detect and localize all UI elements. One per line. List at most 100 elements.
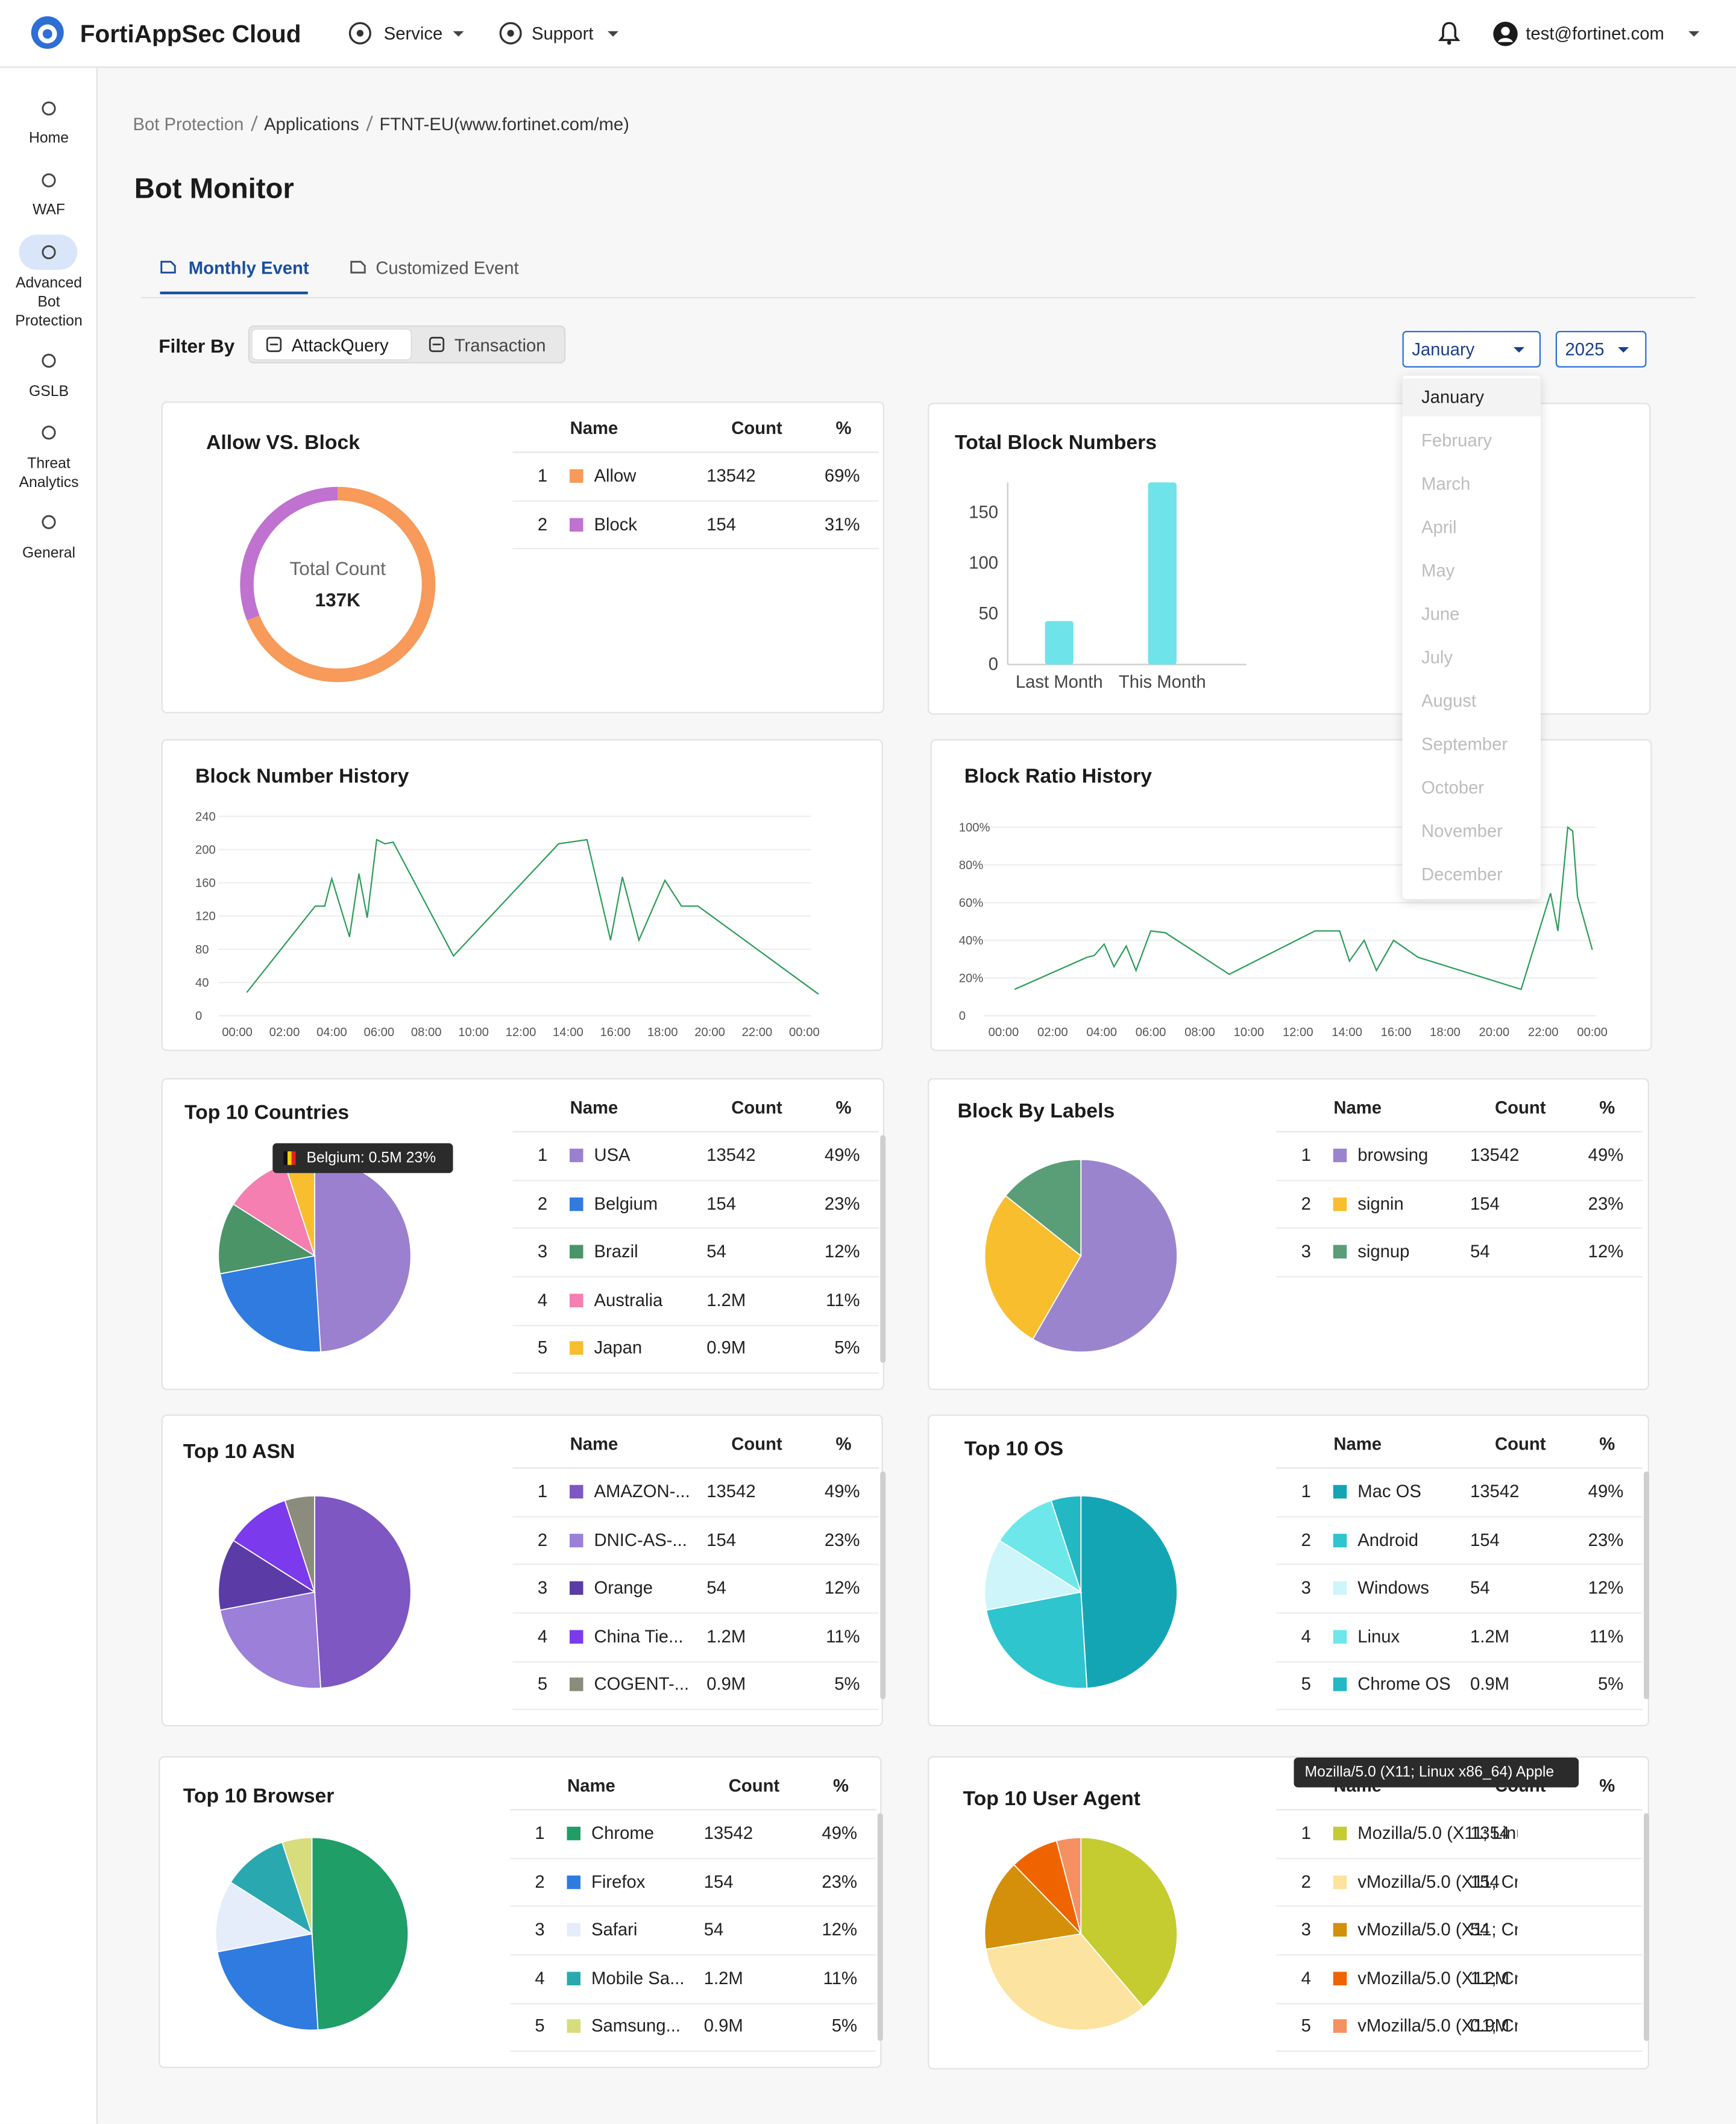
dropdown-option[interactable]: March xyxy=(1421,473,1471,494)
table-header: Name xyxy=(1333,1097,1382,1117)
card-title: Allow VS. Block xyxy=(206,431,360,454)
row-border xyxy=(510,2050,876,2052)
tooltip-text: Belgium: 0.5M 23% xyxy=(306,1150,436,1166)
row-percent: 23% xyxy=(824,1193,860,1213)
breadcrumb-item[interactable]: Applications xyxy=(244,113,359,134)
pie-slice xyxy=(219,1591,321,1689)
pie-slice xyxy=(984,1195,1082,1340)
table-header-border xyxy=(510,1809,876,1811)
row-border xyxy=(510,2002,876,2004)
row-name: AMAZON-... xyxy=(594,1481,690,1501)
legend-swatch xyxy=(567,2020,580,2034)
year-select[interactable] xyxy=(1555,331,1647,368)
card-title: Top 10 OS xyxy=(964,1437,1064,1461)
dropdown-option[interactable]: May xyxy=(1421,560,1455,580)
x-tick-label: 04:00 xyxy=(316,1026,347,1039)
user-email[interactable]: test@fortinet.com xyxy=(1526,23,1664,43)
row-number: 4 xyxy=(537,1289,548,1310)
y-tick-label: 0 xyxy=(195,1010,202,1023)
table-header: Count xyxy=(731,1097,782,1117)
y-tick-label: 120 xyxy=(195,910,216,923)
pie-chart xyxy=(218,1495,412,1689)
row-number: 4 xyxy=(1301,1967,1311,1988)
sidebar-item[interactable]: Threat Analytics xyxy=(19,456,79,491)
dropdown-option[interactable]: June xyxy=(1421,603,1460,624)
dropdown-option[interactable]: August xyxy=(1421,690,1477,711)
row-border xyxy=(512,1516,879,1518)
sidebar-item[interactable]: General xyxy=(22,545,76,562)
filter-option[interactable]: AttackQuery xyxy=(291,335,389,356)
row-percent: 12% xyxy=(824,1577,860,1598)
dropdown-option[interactable]: April xyxy=(1421,517,1457,537)
legend-swatch xyxy=(567,1826,580,1841)
logo xyxy=(31,16,64,49)
legend-swatch xyxy=(567,1923,580,1937)
sidebar-item[interactable]: Home xyxy=(28,130,69,146)
dropdown-option[interactable]: October xyxy=(1421,777,1485,797)
sidebar-icon xyxy=(42,245,56,260)
avatar-body xyxy=(1498,38,1513,42)
pie-slice xyxy=(986,1591,1088,1689)
row-count: 54 xyxy=(706,1241,726,1262)
row-percent: 12% xyxy=(824,1241,860,1262)
month-value: January xyxy=(1412,339,1475,360)
dropdown-option[interactable]: January xyxy=(1421,386,1485,407)
row-number: 2 xyxy=(537,1529,548,1550)
y-tick-label: 80% xyxy=(959,859,984,872)
legend-swatch xyxy=(1333,1678,1347,1692)
row-border xyxy=(1276,1858,1643,1859)
sidebar-item[interactable]: WAF xyxy=(32,202,66,219)
bell-clapper xyxy=(1447,40,1451,45)
x-tick-label: 20:00 xyxy=(694,1026,725,1039)
filter-option[interactable]: Transaction xyxy=(454,335,546,356)
dropdown-option[interactable]: December xyxy=(1421,864,1503,884)
row-count: 54 xyxy=(706,1577,726,1598)
pie-slice xyxy=(314,1158,412,1353)
x-tick-label: 12:00 xyxy=(1283,1026,1313,1039)
filter-icon-shape xyxy=(429,336,445,353)
dropdown-option[interactable]: February xyxy=(1421,430,1492,450)
sidebar-icon-shape xyxy=(42,101,56,116)
row-name: vMozilla/5.0 (X11; CrO... xyxy=(1357,1871,1518,1891)
tab[interactable]: Monthly Event xyxy=(188,257,309,278)
caret-shape xyxy=(1618,347,1629,353)
breadcrumb-item[interactable]: Bot Protection xyxy=(133,113,244,134)
row-name: Windows xyxy=(1357,1577,1429,1598)
nav-icon-ring xyxy=(348,22,371,45)
nav-item[interactable]: Service xyxy=(383,23,443,43)
table-header: % xyxy=(1599,1433,1615,1454)
row-name: vMozilla/5.0 (X11; CrO... xyxy=(1357,2016,1518,2037)
month-dropdown: January February March April May June July Augu… xyxy=(1402,375,1541,899)
row-name: China Tie... xyxy=(594,1626,684,1647)
row-count: 154 xyxy=(1470,1529,1500,1550)
row-border xyxy=(1276,2050,1643,2052)
legend-swatch xyxy=(1333,2020,1347,2034)
row-number: 3 xyxy=(1301,1577,1311,1598)
row-number: 4 xyxy=(535,1967,545,1988)
row-border xyxy=(1276,1516,1643,1518)
tab[interactable]: Customized Event xyxy=(376,257,519,278)
table-header: Name xyxy=(1333,1433,1382,1454)
legend-swatch xyxy=(570,1342,583,1356)
row-count: 13542 xyxy=(706,465,756,486)
nav-item[interactable]: Support xyxy=(532,23,594,43)
row-percent: 12% xyxy=(1588,1577,1624,1598)
dropdown-option[interactable]: July xyxy=(1421,647,1453,667)
row-count: 0.9M xyxy=(703,2016,743,2037)
row-name: COGENT-... xyxy=(594,1674,690,1695)
row-percent: 49% xyxy=(1588,1481,1624,1501)
dropdown-option[interactable]: November xyxy=(1421,820,1503,841)
row-count: 1.2M xyxy=(703,1967,743,1988)
sidebar-icon xyxy=(42,515,56,529)
row-percent: 12% xyxy=(1588,1241,1624,1262)
caret-shape xyxy=(1688,31,1700,37)
dropdown-option[interactable]: September xyxy=(1421,734,1508,754)
sidebar-item[interactable]: Advanced Bot Protection xyxy=(15,275,83,330)
row-count: 154 xyxy=(703,1871,734,1891)
row-name: browsing xyxy=(1357,1145,1429,1165)
legend-swatch xyxy=(1333,1630,1347,1644)
row-name: Brazil xyxy=(594,1241,638,1262)
sidebar-item[interactable]: GSLB xyxy=(28,383,69,400)
row-name: DNIC-AS-... xyxy=(594,1529,687,1550)
